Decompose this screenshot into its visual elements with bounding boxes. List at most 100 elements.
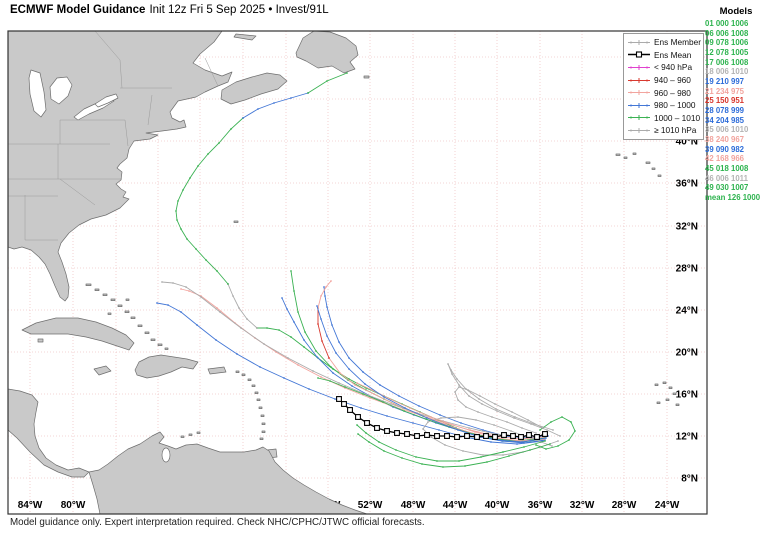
member-track-point (467, 389, 469, 391)
member-track-point (545, 448, 547, 450)
member-track-point (513, 417, 515, 419)
member-track-point (293, 321, 295, 323)
member-track-point (326, 306, 328, 308)
member-track-point (185, 286, 187, 288)
legend-entry: 940 – 960 (627, 74, 700, 87)
member-track-point (412, 422, 414, 424)
member-track-point (218, 142, 220, 144)
azores (615, 152, 662, 177)
member-track-point (331, 324, 333, 326)
member-track-point (329, 380, 331, 382)
lat-tick-label: 28°N (676, 264, 698, 275)
member-track-point (451, 373, 453, 375)
member-track-point (303, 339, 305, 341)
member-track-point (259, 366, 261, 368)
anticosti-island (233, 33, 257, 41)
member-track-point (481, 403, 483, 405)
ens-mean-marker (355, 414, 361, 420)
lon-tick-label: 28°W (612, 500, 637, 511)
model-entry: 39 090 982 (705, 144, 745, 154)
member-track-point (390, 403, 392, 405)
member-track-point (468, 395, 470, 397)
model-entry: 28 078 999 (705, 105, 745, 115)
member-track-point (216, 307, 218, 309)
member-track-point (430, 416, 432, 418)
models-panel-header: Models (719, 6, 753, 17)
member-track-point (527, 419, 529, 421)
member-track-point (242, 117, 244, 119)
member-track-point (454, 391, 456, 393)
models-list: 01 000 1006 06 006 1008 09 078 1006 12 078 … (705, 19, 767, 202)
model-entry: 12 078 1005 (705, 47, 749, 57)
lat-tick-label: 32°N (676, 222, 698, 233)
model-entry: 18 006 1010 (705, 67, 749, 77)
member-track-point (535, 444, 537, 446)
legend-entry: 960 – 980 (627, 86, 700, 99)
member-track-point (551, 445, 553, 447)
member-track-point (205, 259, 207, 261)
member-track-point (293, 290, 295, 292)
member-track-point (403, 410, 405, 412)
lon-tick-label: 52°W (358, 500, 383, 511)
member-track-point (362, 393, 364, 395)
member-track-point (486, 461, 488, 463)
ens-mean-marker (434, 433, 440, 439)
lake-maracaibo (161, 447, 171, 463)
member-track-point (456, 378, 458, 380)
member-track-point (436, 460, 438, 462)
ens-mean-marker (464, 433, 470, 439)
lesser-antilles (235, 370, 266, 440)
lon-tick-label: 84°W (18, 500, 43, 511)
member-track-point (529, 449, 531, 451)
member-track-point (502, 454, 504, 456)
member-track-point (510, 430, 512, 432)
lat-tick-label: 12°N (676, 432, 698, 443)
member-track-point (186, 238, 188, 240)
member-track-point (559, 435, 561, 437)
member-track-point (557, 445, 559, 447)
lon-tick-label: 32°W (570, 500, 595, 511)
legend-entry: Ens Mean (627, 49, 700, 62)
member-track-point (332, 372, 334, 374)
member-track-point (297, 311, 299, 313)
member-track-point (482, 454, 484, 456)
member-track-point (458, 386, 460, 388)
ens-mean-marker (347, 407, 353, 413)
member-track-point (180, 288, 182, 290)
member-track-point (189, 177, 191, 179)
member-track-point (290, 97, 292, 99)
member-track-point (195, 248, 197, 250)
member-track-point (561, 416, 563, 418)
member-track-point (196, 324, 198, 326)
member-track-point (457, 399, 459, 401)
ens-mean-marker (384, 428, 390, 434)
ens-mean-marker (374, 425, 380, 431)
landmasses (8, 31, 680, 514)
member-track-point (290, 270, 292, 272)
member-track-point (475, 419, 477, 421)
member-track-point (521, 441, 523, 443)
member-track-point (364, 383, 366, 385)
member-track-line (422, 416, 559, 456)
lon-tick-label: 80°W (61, 500, 86, 511)
member-track-point (383, 450, 385, 452)
member-track-point (516, 443, 518, 445)
ens-mean-marker (414, 433, 420, 439)
title-product: ECMWF Model Guidance (10, 4, 146, 16)
member-track-point (257, 108, 259, 110)
member-track-point (227, 283, 229, 285)
ens-mean-marker (526, 432, 532, 438)
intensity-legend: Ens Member Ens Mean < 940 hPa 940 – 960 960 … (623, 33, 704, 140)
model-entry: 35 006 1010 (705, 125, 749, 135)
member-track-point (200, 296, 202, 298)
member-track-point (511, 411, 513, 413)
member-track-point (369, 397, 371, 399)
member-track-point (494, 403, 496, 405)
member-track-point (438, 429, 440, 431)
member-track-point (348, 368, 350, 370)
member-track-point (442, 466, 444, 468)
member-track-point (542, 427, 544, 429)
member-track-point (401, 457, 403, 459)
model-entry: 45 018 1008 (705, 163, 749, 173)
ens-mean-marker (492, 434, 498, 440)
